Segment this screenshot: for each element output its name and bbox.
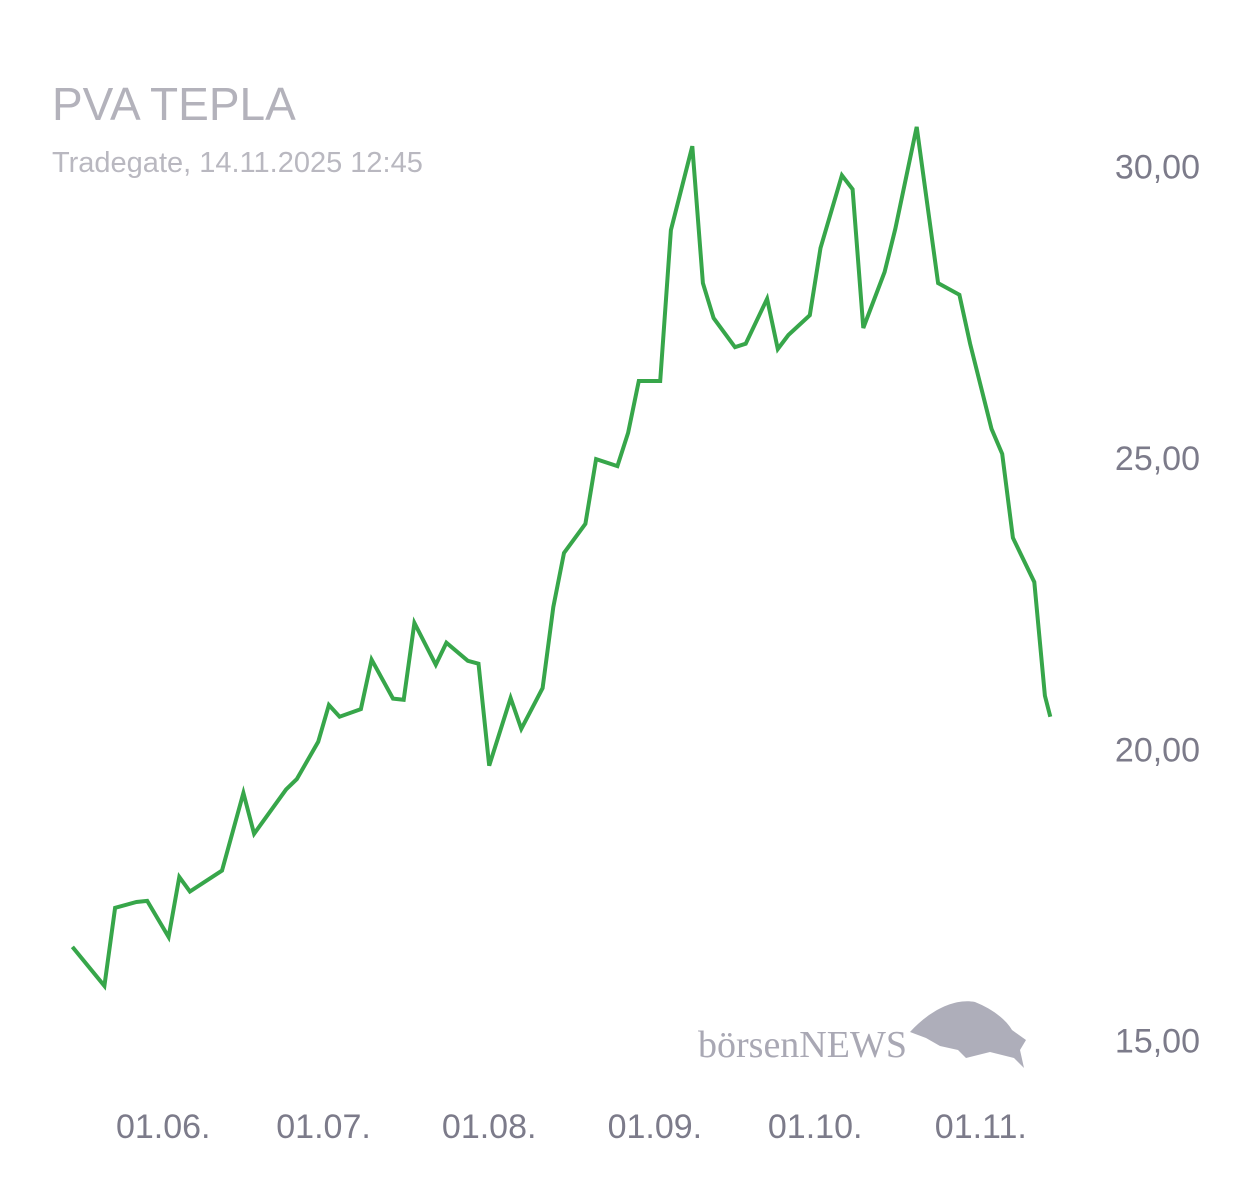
x-tick-label: 01.11.	[935, 1108, 1027, 1146]
x-tick-label: 01.09.	[608, 1108, 703, 1146]
x-tick-label: 01.08.	[442, 1108, 537, 1146]
x-tick-label: 01.10.	[768, 1108, 863, 1146]
y-tick-label: 20,00	[1115, 731, 1200, 769]
y-tick-label: 30,00	[1115, 149, 1200, 187]
x-tick-label: 01.06.	[116, 1108, 211, 1146]
chart-subtitle: Tradegate, 14.11.2025 12:45	[52, 147, 423, 179]
y-tick-label: 25,00	[1115, 440, 1200, 478]
x-tick-label: 01.07.	[276, 1108, 371, 1146]
watermark: börsenNEWS	[698, 1024, 907, 1066]
y-tick-label: 15,00	[1115, 1023, 1200, 1061]
watermark-bull	[910, 1001, 1026, 1068]
price-line	[70, 126, 1053, 991]
chart-title: PVA TEPLA	[52, 78, 296, 130]
